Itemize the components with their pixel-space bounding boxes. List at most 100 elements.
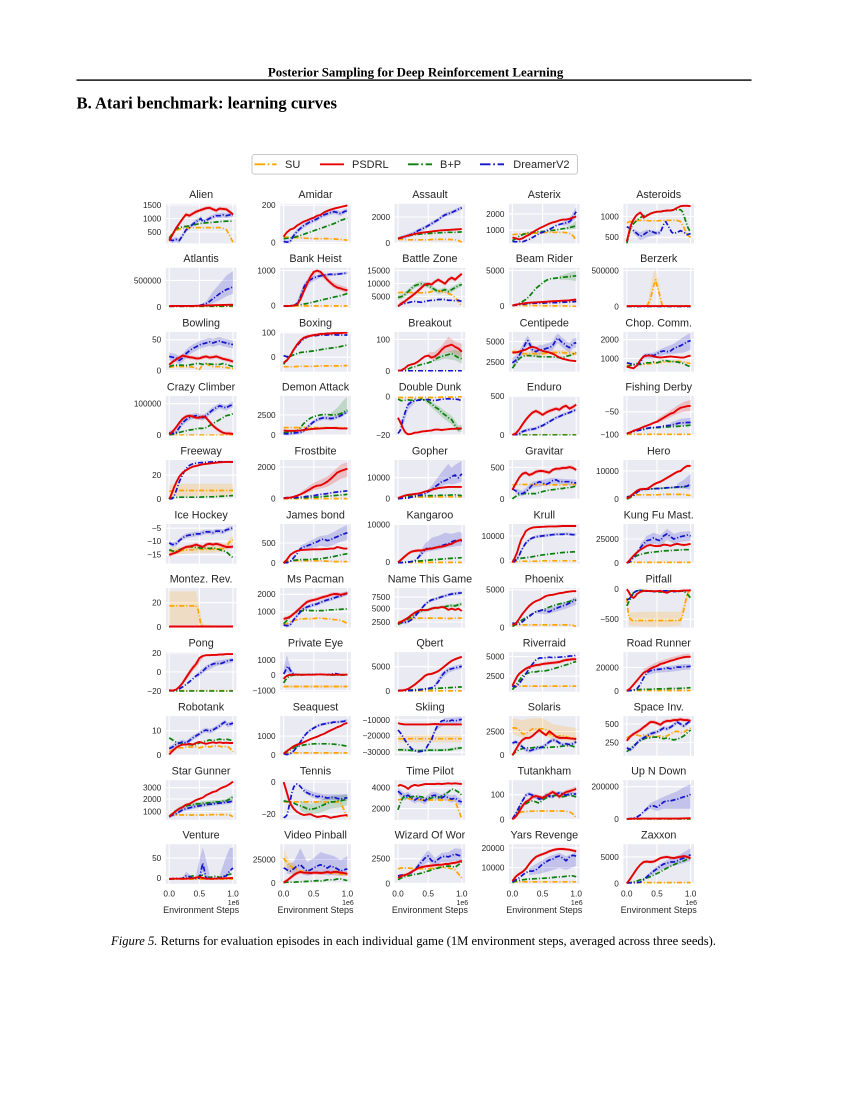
svg-text:10000: 10000	[367, 279, 390, 288]
svg-text:10000: 10000	[482, 532, 505, 541]
svg-text:Bowling: Bowling	[182, 317, 220, 329]
svg-text:10000: 10000	[482, 864, 505, 873]
svg-text:250: 250	[605, 738, 619, 747]
svg-text:0: 0	[385, 558, 390, 567]
svg-text:−5: −5	[152, 524, 162, 533]
svg-text:Fishing Derby: Fishing Derby	[625, 381, 692, 393]
svg-text:Asterix: Asterix	[528, 189, 562, 201]
svg-text:0: 0	[614, 815, 619, 824]
svg-text:1.0: 1.0	[456, 889, 468, 899]
svg-text:Environment Steps: Environment Steps	[506, 905, 583, 915]
svg-text:0: 0	[614, 495, 619, 504]
svg-text:2500: 2500	[486, 672, 505, 681]
svg-text:Tennis: Tennis	[300, 766, 332, 778]
svg-text:5000: 5000	[486, 586, 505, 595]
svg-text:500: 500	[491, 392, 505, 401]
svg-text:0: 0	[157, 623, 162, 632]
svg-text:1e6: 1e6	[457, 900, 469, 907]
svg-text:500: 500	[262, 539, 276, 548]
svg-text:0: 0	[271, 431, 276, 440]
svg-text:Beam Rider: Beam Rider	[516, 253, 573, 265]
svg-text:10: 10	[152, 727, 162, 736]
svg-text:James bond: James bond	[286, 509, 345, 521]
svg-text:Environment Steps: Environment Steps	[392, 905, 469, 915]
svg-text:1000: 1000	[143, 808, 162, 817]
svg-text:−1000: −1000	[253, 686, 276, 695]
svg-text:0: 0	[157, 366, 162, 375]
svg-text:Kangaroo: Kangaroo	[406, 509, 453, 521]
svg-text:Ms Pacman: Ms Pacman	[287, 573, 344, 585]
svg-text:2000: 2000	[257, 463, 276, 472]
svg-text:0: 0	[614, 559, 619, 568]
svg-text:Qbert: Qbert	[416, 638, 443, 650]
svg-text:2000: 2000	[486, 210, 505, 219]
svg-text:5000: 5000	[601, 853, 620, 862]
svg-text:0: 0	[271, 671, 276, 680]
svg-text:1e6: 1e6	[685, 900, 697, 907]
svg-text:Pong: Pong	[188, 638, 213, 650]
svg-text:1000: 1000	[257, 656, 276, 665]
svg-text:0: 0	[271, 778, 276, 787]
svg-text:Zaxxon: Zaxxon	[641, 830, 676, 842]
svg-text:1000: 1000	[486, 226, 505, 235]
svg-text:500: 500	[148, 228, 162, 237]
svg-text:0.5: 0.5	[537, 889, 549, 899]
svg-text:500: 500	[605, 233, 619, 242]
svg-text:3000: 3000	[143, 784, 162, 793]
svg-text:0: 0	[614, 303, 619, 312]
svg-text:Environment Steps: Environment Steps	[277, 905, 354, 915]
svg-text:2500: 2500	[372, 618, 391, 627]
svg-text:0: 0	[614, 879, 619, 888]
svg-text:B. Atari benchmark: learning c: B. Atari benchmark: learning curves	[77, 93, 338, 112]
svg-text:Centipede: Centipede	[520, 317, 569, 329]
svg-text:5000: 5000	[372, 605, 391, 614]
svg-text:100: 100	[376, 335, 390, 344]
svg-text:15000: 15000	[367, 267, 390, 276]
svg-text:Name This Game: Name This Game	[388, 573, 472, 585]
svg-text:Frostbite: Frostbite	[294, 445, 336, 457]
svg-text:DreamerV2: DreamerV2	[513, 159, 569, 171]
svg-text:500: 500	[491, 463, 505, 472]
svg-text:SU: SU	[285, 159, 300, 171]
svg-text:1e6: 1e6	[342, 900, 354, 907]
svg-text:1500: 1500	[143, 201, 162, 210]
svg-text:Private Eye: Private Eye	[288, 638, 343, 650]
svg-text:5000: 5000	[372, 663, 391, 672]
svg-text:0: 0	[614, 687, 619, 696]
svg-text:1000: 1000	[143, 214, 162, 223]
svg-text:Hero: Hero	[647, 445, 670, 457]
svg-text:25000: 25000	[253, 855, 276, 864]
svg-text:200000: 200000	[591, 783, 619, 792]
svg-text:200: 200	[262, 201, 276, 210]
svg-text:0: 0	[500, 815, 505, 824]
svg-text:2000: 2000	[372, 805, 391, 814]
svg-text:Robotank: Robotank	[178, 702, 225, 714]
svg-text:B+P: B+P	[440, 159, 461, 171]
svg-text:Enduro: Enduro	[527, 381, 562, 393]
svg-text:Up N Down: Up N Down	[631, 766, 686, 778]
svg-text:1.0: 1.0	[227, 889, 239, 899]
svg-text:1.0: 1.0	[570, 889, 582, 899]
svg-text:Skiing: Skiing	[415, 702, 444, 714]
svg-text:0.5: 0.5	[651, 889, 663, 899]
svg-text:500: 500	[605, 720, 619, 729]
svg-text:Double Dunk: Double Dunk	[399, 381, 462, 393]
svg-text:0: 0	[500, 751, 505, 760]
svg-text:−500: −500	[600, 615, 619, 624]
svg-text:0: 0	[157, 431, 162, 440]
svg-text:Alien: Alien	[189, 189, 213, 201]
svg-text:0: 0	[500, 623, 505, 632]
svg-text:0: 0	[500, 431, 505, 440]
svg-text:Chop. Comm.: Chop. Comm.	[625, 317, 692, 329]
svg-text:4000: 4000	[372, 784, 391, 793]
svg-text:1.0: 1.0	[342, 889, 354, 899]
svg-text:100: 100	[491, 791, 505, 800]
svg-text:500000: 500000	[591, 266, 619, 275]
svg-text:0.5: 0.5	[308, 889, 320, 899]
svg-text:20000: 20000	[482, 844, 505, 853]
svg-text:100: 100	[262, 329, 276, 338]
svg-text:1000: 1000	[257, 608, 276, 617]
svg-text:5000: 5000	[486, 266, 505, 275]
svg-text:Seaquest: Seaquest	[293, 702, 339, 714]
svg-text:0: 0	[500, 557, 505, 566]
